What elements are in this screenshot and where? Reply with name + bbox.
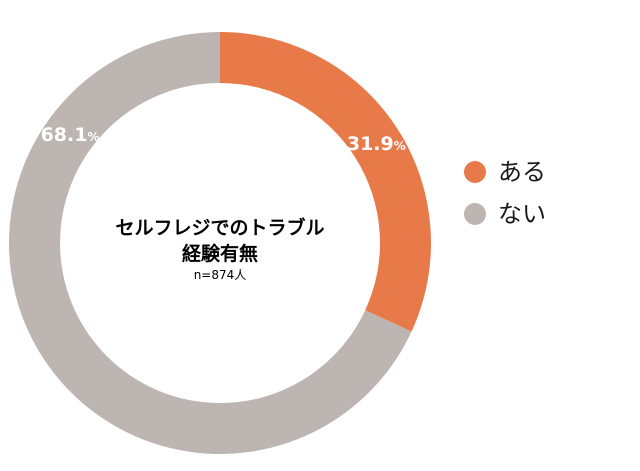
sample-size-note: n=874人: [194, 268, 247, 282]
center-title-line-1: セルフレジでのトラブル: [115, 216, 324, 239]
pct-label-nai: 68.1%: [41, 124, 100, 146]
legend-label-nai: ない: [498, 200, 546, 228]
legend: ある ない: [464, 158, 546, 242]
legend-swatch-nai: [464, 203, 486, 225]
legend-label-aru: ある: [498, 158, 546, 186]
center-title-line-2: 経験有無: [182, 242, 258, 265]
legend-item-nai: ない: [464, 200, 546, 228]
legend-swatch-aru: [464, 161, 486, 183]
slice-aru: [220, 32, 432, 332]
legend-item-aru: ある: [464, 158, 546, 186]
pct-label-aru: 31.9%: [347, 133, 406, 155]
